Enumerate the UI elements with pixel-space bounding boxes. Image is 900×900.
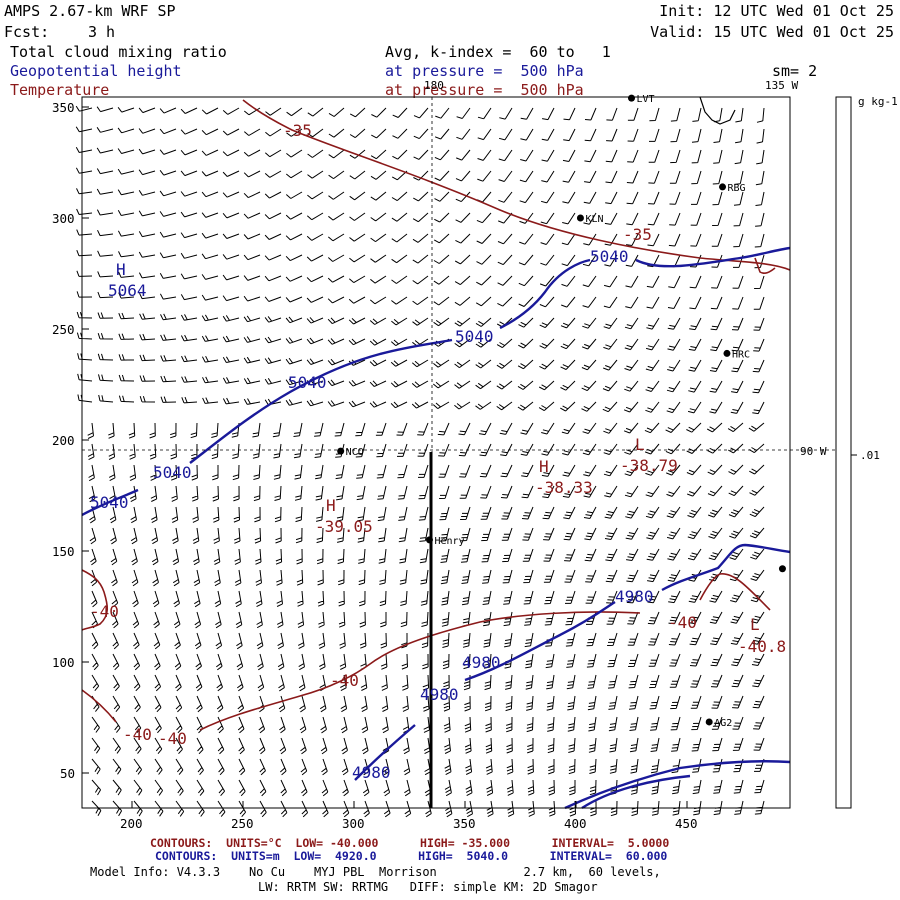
wind-barb-field <box>75 105 765 818</box>
temperature-contour-label: -38.79 <box>620 456 678 475</box>
field-geopotential-level: at pressure = 500 hPa <box>385 62 584 80</box>
height-extremum-label: H <box>116 260 126 279</box>
height-contour-label: 4980 <box>615 587 654 606</box>
temperature-extremum-label: L <box>750 615 760 634</box>
temperature-contour-label: -40 <box>330 671 359 690</box>
height-contour-label: 5040 <box>288 373 327 392</box>
field-temperature-level: at pressure = 500 hPa <box>385 81 584 99</box>
y-tick-250: 250 <box>52 322 75 337</box>
station-label: AG2 <box>714 718 732 729</box>
station-label: Henry <box>434 536 464 547</box>
height-contour-label: 4980 <box>420 685 459 704</box>
field-temperature: Temperature <box>10 81 110 99</box>
height-contour-label: 4980 <box>352 763 391 782</box>
lon-label-180: 180 <box>424 79 444 92</box>
smoothing-label: sm= 2 <box>772 62 818 80</box>
valid-time: Valid: 15 UTC Wed 01 Oct 25 <box>650 23 894 41</box>
temperature-contour-label: -40 <box>158 729 187 748</box>
station-label: NCO <box>346 447 364 458</box>
temperature-extremum-label: H <box>326 496 336 515</box>
station-marker <box>719 183 727 191</box>
station-marker <box>576 214 584 222</box>
x-tick-450: 450 <box>675 816 698 831</box>
y-tick-50: 50 <box>60 766 76 781</box>
geopotential-contours <box>81 246 791 810</box>
colorbar-units: g kg-1 <box>858 95 898 108</box>
footer-physics: LW: RRTM SW: RRTMG DIFF: simple KM: 2D S… <box>258 880 598 894</box>
field-cloud-mixing: Total cloud mixing ratio <box>10 43 227 61</box>
y-tick-100: 100 <box>52 655 75 670</box>
y-tick-150: 150 <box>52 544 75 559</box>
station-marker <box>628 94 635 102</box>
model-title: AMPS 2.67-km WRF SP <box>4 2 176 20</box>
y-tick-300: 300 <box>52 211 75 226</box>
station-label: LVT <box>637 94 655 105</box>
x-tick-300: 300 <box>342 816 365 831</box>
init-time: Init: 12 UTC Wed 01 Oct 25 <box>659 2 894 20</box>
colorbar-tick-label: .01 <box>860 449 880 462</box>
temperature-contour-label: -40 <box>123 725 152 744</box>
contour-labels: 5064504050405040504050404980498049804980… <box>90 121 786 782</box>
height-contour-label: 5040 <box>153 463 192 482</box>
x-tick-250: 250 <box>231 816 254 831</box>
temperature-contour-label: -40.8 <box>738 637 786 656</box>
temperature-extremum-label: L <box>635 435 645 454</box>
station-marker <box>337 447 345 455</box>
forecast-label: Fcst: <box>4 23 50 41</box>
y-tick-350: 350 <box>52 100 75 115</box>
station-marker <box>705 718 713 726</box>
temperature-contour-label: -35 <box>623 225 652 244</box>
temperature-contour-label: -40 <box>668 613 697 632</box>
coastline <box>699 96 736 125</box>
field-cloud-avg: Avg, k-index = 60 to 1 <box>385 43 611 61</box>
forecast-value: 3 h <box>88 23 116 41</box>
lon-label-135w: 135 W <box>765 79 799 92</box>
height-contour-label: 5040 <box>90 493 129 512</box>
station-marker <box>425 536 433 544</box>
x-tick-350: 350 <box>453 816 476 831</box>
axis-ticks <box>82 106 688 808</box>
height-contour-label: 5064 <box>108 281 147 300</box>
height-contour-label: 5040 <box>455 327 494 346</box>
temperature-contour-label: -35 <box>283 121 312 140</box>
footer-height-contours: CONTOURS: UNITS=m LOW= 4920.0 HIGH= 5040… <box>155 849 668 863</box>
colorbar <box>835 96 852 809</box>
station-label: RBG <box>728 183 746 194</box>
temperature-contour-label: -39.05 <box>315 517 373 536</box>
y-tick-200: 200 <box>52 433 75 448</box>
station-markers: LVT RBG KLN HRC NCO Henry AG2 <box>337 94 786 729</box>
field-geopotential: Geopotential height <box>10 62 182 80</box>
station-marker <box>778 565 786 573</box>
x-tick-400: 400 <box>564 816 587 831</box>
footer-model-info: Model Info: V4.3.3 No Cu MYJ PBL Morriso… <box>90 865 661 879</box>
x-tick-200: 200 <box>120 816 143 831</box>
temperature-extremum-label: H <box>539 457 549 476</box>
station-label: KLN <box>585 214 603 225</box>
temperature-contours <box>81 99 791 731</box>
height-contour-label: 5040 <box>590 247 629 266</box>
lon-label-90w: 90 W <box>800 445 827 458</box>
plot-frame <box>81 96 791 809</box>
station-marker <box>723 349 731 357</box>
wind-barbs <box>75 105 765 818</box>
station-label: HRC <box>732 349 750 360</box>
footer-temperature-contours: CONTOURS: UNITS=°C LOW= -40.000 HIGH= -3… <box>150 836 670 850</box>
height-contour-label: 4980 <box>462 653 501 672</box>
temperature-contour-label: -38.33 <box>535 478 593 497</box>
temperature-contour-label: -40 <box>90 602 119 621</box>
